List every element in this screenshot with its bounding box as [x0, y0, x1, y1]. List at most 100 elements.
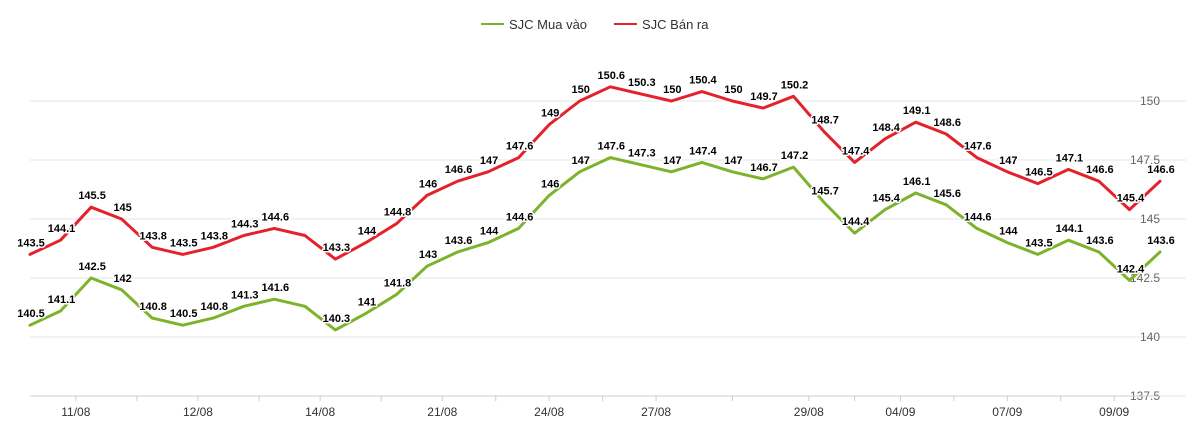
data-point[interactable] [1005, 241, 1009, 245]
x-tick-label: 14/08 [305, 405, 335, 419]
x-tick-label: 21/08 [427, 405, 457, 419]
data-point[interactable] [944, 203, 948, 207]
data-point[interactable] [944, 132, 948, 136]
data-point[interactable] [608, 85, 612, 89]
data-point[interactable] [853, 160, 857, 164]
data-point[interactable] [272, 226, 276, 230]
data-point[interactable] [822, 130, 826, 134]
data-point[interactable] [364, 241, 368, 245]
data-point[interactable] [792, 94, 796, 98]
legend-item-buy[interactable]: SJC Mua vào [481, 17, 587, 32]
data-point[interactable] [486, 170, 490, 174]
data-point[interactable] [211, 245, 215, 249]
data-point[interactable] [120, 288, 124, 292]
data-label: 143.6 [1147, 235, 1175, 247]
data-point[interactable] [639, 92, 643, 96]
data-point[interactable] [608, 156, 612, 160]
data-label: 146.6 [445, 164, 473, 176]
data-point[interactable] [333, 257, 337, 261]
data-point[interactable] [333, 328, 337, 332]
data-point[interactable] [578, 99, 582, 103]
data-point[interactable] [1127, 208, 1131, 212]
data-point[interactable] [822, 200, 826, 204]
data-point[interactable] [456, 179, 460, 183]
data-point[interactable] [89, 276, 93, 280]
data-label: 142.5 [78, 261, 106, 273]
data-label: 149 [541, 108, 559, 120]
data-point[interactable] [730, 99, 734, 103]
data-label: 146.7 [750, 162, 778, 174]
data-label: 147 [724, 155, 742, 167]
data-point[interactable] [486, 241, 490, 245]
data-point[interactable] [394, 222, 398, 226]
data-point[interactable] [242, 234, 246, 238]
data-label: 144.3 [231, 219, 259, 231]
data-point[interactable] [181, 323, 185, 327]
data-point[interactable] [28, 323, 32, 327]
data-point[interactable] [700, 90, 704, 94]
data-point[interactable] [975, 156, 979, 160]
data-label: 146 [541, 178, 559, 190]
data-point[interactable] [303, 234, 307, 238]
data-point[interactable] [853, 231, 857, 235]
data-point[interactable] [883, 208, 887, 212]
series-line-sell[interactable] [28, 85, 1162, 261]
data-point[interactable] [59, 238, 63, 242]
data-point[interactable] [914, 120, 918, 124]
data-point[interactable] [425, 193, 429, 197]
data-point[interactable] [242, 304, 246, 308]
data-point[interactable] [89, 205, 93, 209]
data-point[interactable] [1097, 250, 1101, 254]
data-label: 144 [480, 226, 499, 238]
data-point[interactable] [150, 316, 154, 320]
data-point[interactable] [517, 156, 521, 160]
data-point[interactable] [517, 226, 521, 230]
data-point[interactable] [1066, 238, 1070, 242]
data-point[interactable] [547, 123, 551, 127]
data-point[interactable] [730, 170, 734, 174]
data-point[interactable] [456, 250, 460, 254]
data-point[interactable] [272, 297, 276, 301]
data-point[interactable] [364, 311, 368, 315]
data-point[interactable] [1158, 250, 1162, 254]
data-point[interactable] [669, 99, 673, 103]
data-point[interactable] [761, 106, 765, 110]
data-point[interactable] [975, 226, 979, 230]
data-point[interactable] [1036, 182, 1040, 186]
data-point[interactable] [1005, 170, 1009, 174]
data-point[interactable] [181, 252, 185, 256]
data-point[interactable] [547, 193, 551, 197]
x-tick-label: 09/09 [1099, 405, 1129, 419]
legend[interactable]: SJC Mua vào SJC Bán ra [481, 17, 709, 32]
data-point[interactable] [120, 217, 124, 221]
data-point[interactable] [1036, 252, 1040, 256]
data-point[interactable] [1066, 167, 1070, 171]
data-label: 144 [358, 226, 377, 238]
data-point[interactable] [394, 293, 398, 297]
data-point[interactable] [28, 252, 32, 256]
data-label: 150 [663, 84, 681, 96]
data-point[interactable] [700, 160, 704, 164]
data-label: 145.5 [78, 190, 106, 202]
data-point[interactable] [1158, 179, 1162, 183]
data-point[interactable] [425, 264, 429, 268]
data-point[interactable] [914, 191, 918, 195]
data-point[interactable] [150, 245, 154, 249]
data-point[interactable] [669, 170, 673, 174]
data-point[interactable] [1097, 179, 1101, 183]
series-line-buy[interactable] [28, 156, 1162, 332]
data-point[interactable] [1127, 278, 1131, 282]
data-label: 142 [113, 273, 131, 285]
data-point[interactable] [761, 177, 765, 181]
legend-item-sell[interactable]: SJC Bán ra [614, 17, 709, 32]
data-point[interactable] [59, 309, 63, 313]
data-point[interactable] [639, 163, 643, 167]
data-point[interactable] [578, 170, 582, 174]
data-point[interactable] [883, 137, 887, 141]
data-point[interactable] [303, 304, 307, 308]
data-point[interactable] [792, 165, 796, 169]
data-point[interactable] [211, 316, 215, 320]
data-label: 150.4 [689, 75, 717, 87]
